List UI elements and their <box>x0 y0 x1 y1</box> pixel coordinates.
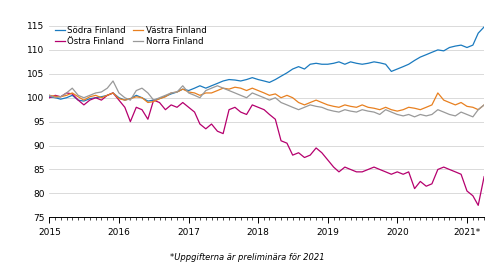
Line: Östra Finland: Östra Finland <box>49 93 484 205</box>
Text: *Uppgifterna är preliminära för 2021: *Uppgifterna är preliminära för 2021 <box>169 253 325 262</box>
Line: Västra Finland: Västra Finland <box>49 87 484 111</box>
Line: Södra Finland: Södra Finland <box>49 27 484 101</box>
Line: Norra Finland: Norra Finland <box>49 81 484 117</box>
Legend: Södra Finland, Östra Finland, Västra Finland, Norra Finland: Södra Finland, Östra Finland, Västra Fin… <box>54 25 207 47</box>
